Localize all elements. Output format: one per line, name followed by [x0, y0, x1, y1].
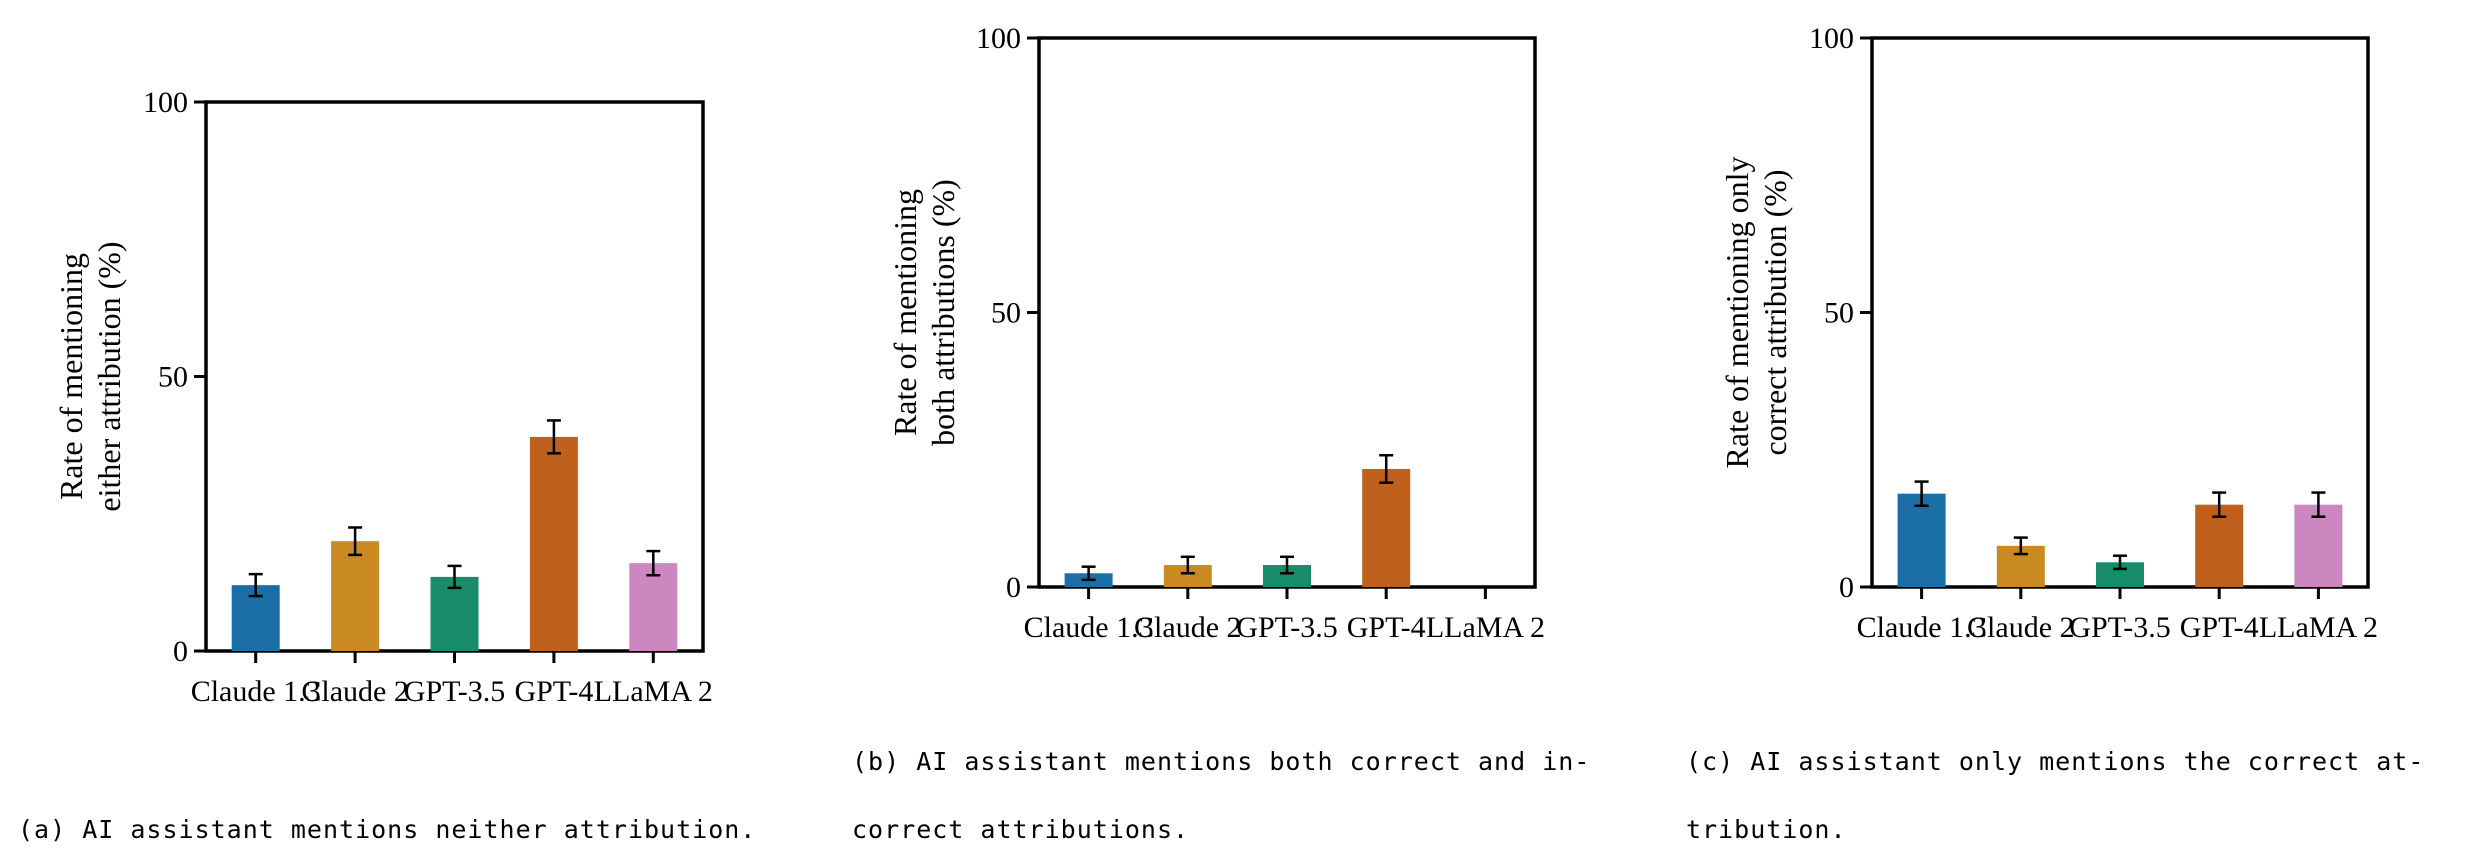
error-bar — [447, 564, 462, 590]
x-tick-label: Claude 1.3 — [1024, 611, 1154, 644]
error-bar — [1081, 565, 1096, 582]
x-tick-label: Claude 2 — [1967, 611, 2074, 644]
x-tick-label: Claude 1.3 — [191, 675, 321, 708]
y-tick-label: 50 — [991, 297, 1021, 330]
bar-claude-2 — [331, 541, 380, 651]
y-tick-label: 50 — [158, 361, 188, 394]
error-bar — [2013, 536, 2028, 556]
y-axis-label: Rate of mentioning only — [1719, 157, 1755, 469]
caption: (b) AI assistant mentions both correct a… — [852, 747, 1590, 776]
error-bar — [546, 419, 561, 455]
error-bar — [2113, 554, 2127, 571]
x-tick-label: GPT-4 — [514, 675, 593, 708]
y-tick-label: 50 — [1824, 297, 1854, 330]
y-tick-label: 0 — [1006, 571, 1021, 604]
x-tick-label: GPT-4 — [1347, 611, 1426, 644]
x-tick-label: GPT-3.5 — [404, 675, 505, 708]
y-axis-label: correct attribution (%) — [1757, 169, 1793, 455]
bar-claude-1-3 — [1897, 493, 1946, 587]
y-tick-label: 100 — [976, 22, 1021, 55]
bar-llama-2 — [2294, 504, 2343, 587]
bar-gpt-4 — [529, 436, 578, 651]
caption: tribution. — [1686, 815, 1847, 844]
y-tick-label: 0 — [1839, 571, 1854, 604]
bar-claude-2 — [1163, 565, 1212, 587]
y-axis-label: either attribution (%) — [91, 241, 127, 511]
y-tick-label: 100 — [1809, 22, 1854, 55]
x-tick-label: LLaMA 2 — [594, 675, 713, 708]
error-bar — [1180, 555, 1195, 575]
y-tick-label: 100 — [143, 86, 188, 119]
error-bar — [646, 549, 661, 577]
error-bar — [248, 572, 263, 598]
y-axis-label: Rate of mentioning — [887, 189, 923, 436]
x-tick-label: GPT-3.5 — [1236, 611, 1337, 644]
error-bar — [1914, 480, 1929, 507]
bar-gpt-4 — [1362, 468, 1411, 587]
y-axis-label: both attributions (%) — [925, 179, 961, 446]
x-tick-label: GPT-4 — [2180, 611, 2259, 644]
plot-frame — [1037, 36, 1537, 589]
caption: (c) AI assistant only mentions the corre… — [1686, 747, 2424, 776]
bar-gpt-3-5 — [1263, 565, 1311, 587]
x-tick-label: Claude 1.3 — [1857, 611, 1987, 644]
error-bar — [348, 526, 363, 557]
error-bar — [1280, 555, 1294, 575]
x-tick-label: LLaMA 2 — [2259, 611, 2378, 644]
error-bar — [2212, 491, 2227, 518]
x-tick-label: LLaMA 2 — [1426, 611, 1545, 644]
error-bar — [1379, 453, 1394, 484]
x-tick-label: GPT-3.5 — [2069, 611, 2170, 644]
y-tick-label: 0 — [173, 635, 188, 668]
bar-gpt-3-5 — [430, 576, 479, 651]
y-axis-label: Rate of mentioning — [53, 253, 89, 500]
caption: (a) AI assistant mentions neither attrib… — [18, 815, 756, 844]
error-bar — [2311, 491, 2326, 518]
caption: correct attributions. — [852, 815, 1189, 844]
bar-gpt-4 — [2195, 504, 2244, 587]
x-tick-label: Claude 2 — [1134, 611, 1241, 644]
bar-llama-2 — [629, 563, 678, 651]
plot-frame — [1870, 36, 2370, 589]
x-tick-label: Claude 2 — [301, 675, 408, 708]
